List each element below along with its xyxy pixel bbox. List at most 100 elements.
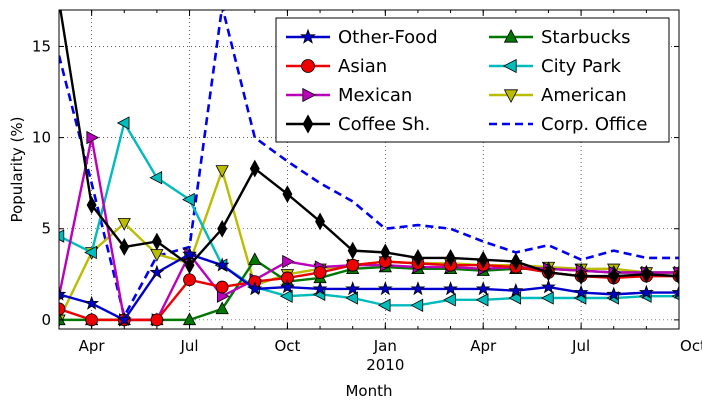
data-point: [671, 284, 679, 299]
data-point: [248, 252, 262, 265]
legend-marker: [503, 28, 519, 43]
x-tick-label: Jul: [179, 337, 198, 355]
data-point: [86, 196, 97, 214]
x-tick-label: Jan: [373, 337, 397, 355]
data-point: [116, 312, 132, 327]
data-point: [543, 263, 554, 282]
legend-marker: [300, 28, 316, 44]
data-point: [606, 286, 622, 301]
data-point: [573, 284, 589, 299]
data-point: [410, 281, 426, 296]
legend-marker: [502, 58, 517, 74]
legend-marker: [302, 87, 317, 103]
legend-item: City Park: [489, 56, 621, 77]
data-point: [247, 281, 263, 296]
series-other-food: [59, 246, 679, 327]
data-point: [478, 250, 489, 269]
x-tick-label: Jul: [571, 337, 590, 355]
data-point: [282, 185, 293, 204]
y-axis-label: Popularity (%): [8, 117, 26, 223]
data-point: [315, 212, 326, 231]
legend-label: American: [541, 85, 627, 106]
data-point: [443, 293, 456, 307]
data-point: [347, 241, 358, 260]
data-point: [641, 265, 652, 284]
x-tick-label: Oct: [274, 337, 300, 355]
plot-frame: [58, 9, 680, 330]
legend-item: Coffee Sh.: [286, 114, 430, 135]
data-point: [215, 280, 229, 294]
data-point: [280, 279, 295, 294]
data-point: [149, 171, 163, 185]
data-point: [217, 219, 228, 238]
data-point: [215, 165, 229, 178]
legend-item: American: [489, 85, 627, 106]
legend-item: Starbucks: [489, 27, 630, 48]
data-point: [59, 302, 66, 316]
data-point: [541, 291, 554, 305]
data-point: [380, 243, 391, 262]
data-point: [279, 289, 293, 303]
data-point: [149, 264, 165, 279]
data-point: [443, 281, 458, 296]
data-point: [674, 267, 679, 286]
data-point: [184, 256, 195, 275]
legend-label: Other-Food: [338, 27, 438, 48]
data-point: [312, 281, 328, 296]
data-point: [410, 298, 424, 312]
data-point: [59, 312, 66, 326]
data-point: [345, 291, 358, 305]
legend-label: Starbucks: [541, 27, 630, 48]
legend-box: [275, 17, 670, 143]
data-point: [59, 229, 65, 243]
legend-label: Coffee Sh.: [338, 114, 430, 135]
legend-marker: [301, 59, 315, 73]
legend-marker: [503, 89, 519, 104]
x-tick-label: Apr: [79, 337, 106, 355]
y-tick-label: 0: [41, 311, 51, 329]
legend: Other-Food Asian Mexican Coffee Sh. Starbuck…: [275, 17, 670, 143]
data-point: [215, 301, 229, 315]
data-point: [214, 257, 230, 272]
data-point: [638, 284, 654, 299]
data-point: [150, 313, 164, 327]
series-line: [59, 136, 679, 322]
legend-item: Asian: [286, 56, 387, 77]
data-point: [282, 254, 295, 269]
data-point: [183, 273, 196, 287]
plot-area: [59, 10, 679, 328]
data-point: [377, 298, 391, 312]
x-tick-label: Apr: [470, 337, 497, 355]
legend-marker: [302, 114, 314, 134]
data-point: [475, 281, 491, 296]
series-mexican: [59, 130, 679, 327]
data-point: [116, 116, 130, 130]
legend-item: Other-Food: [286, 27, 438, 48]
data-point: [576, 267, 587, 286]
x-axis-label: Month: [345, 382, 392, 400]
legend-label: Corp. Office: [541, 114, 647, 135]
data-point: [377, 281, 393, 296]
y-tick-label: 15: [32, 37, 51, 55]
data-point: [346, 258, 360, 272]
data-point: [151, 232, 162, 251]
data-point: [345, 281, 361, 296]
data-point: [84, 245, 97, 260]
data-point: [86, 130, 100, 145]
data-point: [412, 248, 423, 267]
data-point: [182, 192, 195, 207]
series-line: [59, 10, 679, 278]
data-point: [59, 286, 67, 301]
legend-label: Asian: [338, 56, 387, 77]
data-point: [508, 282, 524, 298]
data-point: [608, 267, 619, 286]
data-point: [117, 218, 131, 231]
legend-label: Mexican: [338, 85, 412, 106]
data-point: [445, 248, 456, 267]
legend-label: City Park: [541, 56, 621, 77]
x-tick-label: Oct: [680, 337, 702, 355]
y-tick-label: 5: [41, 220, 51, 238]
series-coffee-sh: [59, 10, 679, 286]
